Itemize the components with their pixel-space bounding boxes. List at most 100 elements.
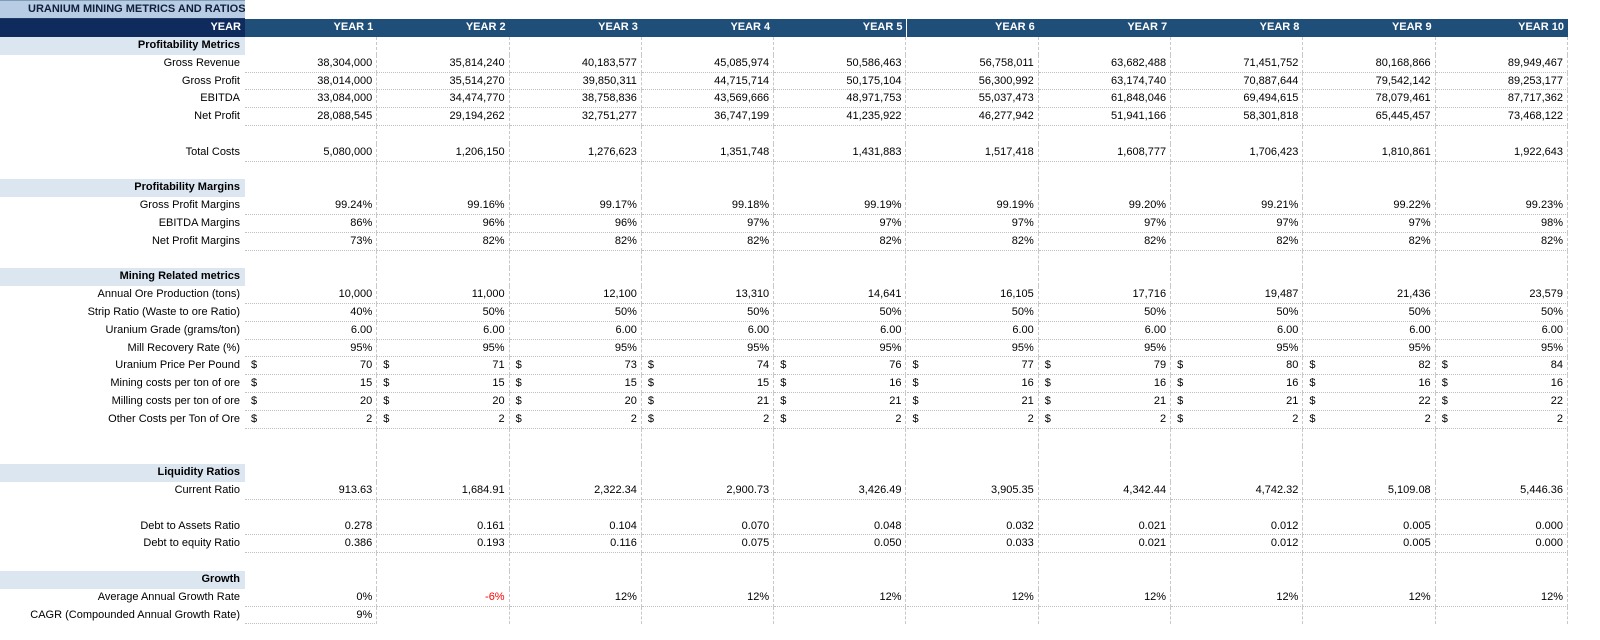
cell-value: 96%: [614, 217, 637, 229]
cell-value: 1,922,643: [1514, 145, 1563, 158]
cell-value: 6.00: [615, 323, 637, 336]
cell-value: 2: [1159, 412, 1167, 425]
cell: $21: [774, 393, 907, 411]
cell: 38,758,836: [509, 90, 642, 109]
cell: 12%: [641, 588, 775, 607]
empty-cell: [1303, 464, 1436, 482]
column-header: YEAR 4: [641, 19, 775, 37]
empty-cell: [1436, 268, 1568, 287]
cell-value: 2: [630, 412, 637, 425]
cell: $2: [1038, 410, 1172, 429]
cell: 95%: [641, 339, 775, 358]
cell-value: 48,971,753: [846, 92, 902, 105]
cell: 0.070: [641, 517, 775, 536]
empty-cell: [510, 571, 642, 589]
cell: 12%: [906, 588, 1039, 607]
cell-value: 77: [1021, 359, 1034, 372]
empty-cell: [774, 553, 907, 571]
cell: 95%: [906, 339, 1039, 358]
cell: $2: [641, 410, 775, 429]
row-label: Debt to Assets Ratio: [140, 519, 240, 532]
section-header: Profitability Metrics: [0, 37, 245, 55]
cell: $20: [245, 393, 378, 411]
cell: $20: [509, 393, 642, 411]
cell: 12%: [774, 588, 907, 607]
row-label: Mining costs per ton of ore: [110, 377, 240, 390]
empty-cell: [1039, 446, 1172, 465]
empty-cell: [1171, 37, 1304, 55]
cell: 99.24%: [245, 197, 378, 215]
empty-cell: [1171, 446, 1304, 465]
cell: 82%: [509, 232, 642, 251]
cell: $15: [245, 375, 378, 393]
cell-value: 95%: [1144, 341, 1167, 354]
cell-value: 16: [1021, 377, 1034, 390]
cell-value: 16,105: [1000, 288, 1034, 301]
currency-symbol: $: [515, 412, 522, 425]
cell-value: 2: [1027, 412, 1034, 425]
cell-value: 95%: [1011, 341, 1034, 354]
cell: 95%: [377, 339, 510, 358]
cell-value: 16: [1153, 377, 1167, 390]
cell-value: 12%: [1276, 590, 1299, 603]
empty-cell: [1039, 606, 1172, 625]
empty-cell: [1171, 606, 1304, 625]
currency-symbol: $: [1309, 412, 1316, 425]
cell: 82%: [906, 232, 1039, 251]
empty-cell: [245, 464, 378, 482]
empty-cell: [1039, 553, 1172, 571]
empty-cell: [510, 161, 642, 180]
cell-value: 21: [756, 395, 770, 407]
empty-cell: [907, 606, 1039, 625]
currency-symbol: $: [912, 377, 919, 390]
empty-cell: [1171, 553, 1304, 571]
empty-cell: [1436, 446, 1568, 465]
cell: 23,579: [1435, 286, 1568, 304]
cell-value: 16: [1286, 377, 1299, 390]
empty-cell: [642, 464, 775, 482]
cell-value: 63,174,740: [1111, 74, 1167, 87]
currency-symbol: $: [647, 377, 655, 390]
cell: 6.00: [245, 321, 378, 340]
cell: 50,586,463: [774, 54, 907, 73]
cell-value: 46,277,942: [978, 110, 1034, 123]
row-label: EBITDA Margins: [158, 217, 240, 229]
cell-value: 2: [498, 412, 505, 425]
cell: 5,109.08: [1303, 482, 1436, 500]
empty-cell: [1436, 250, 1568, 269]
cell: 55,037,473: [906, 90, 1039, 109]
cell-value: 19,487: [1264, 288, 1299, 301]
cell-value: 15: [624, 377, 637, 390]
cell-value: 5,446.36: [1520, 484, 1563, 496]
cell-value: 82%: [879, 234, 902, 247]
cell: $15: [377, 375, 510, 393]
cell-value: 0.032: [1006, 519, 1034, 532]
cell: 95%: [1435, 339, 1568, 358]
cell-value: 32,751,277: [581, 110, 637, 123]
currency-symbol: $: [515, 377, 522, 390]
cell-value: 16: [1550, 377, 1563, 390]
cell: 0.021: [1038, 535, 1172, 554]
cell-value: 50%: [1276, 306, 1299, 318]
cell: 1,431,883: [774, 143, 907, 162]
empty-cell: [1039, 464, 1172, 482]
cell-value: 82%: [1144, 234, 1167, 247]
cell: $16: [906, 375, 1039, 393]
cell-value: 2: [763, 412, 770, 425]
cell: 6.00: [1038, 321, 1172, 340]
cell: 1,517,418: [906, 143, 1039, 162]
cell: $21: [906, 393, 1039, 411]
cell: 58,301,818: [1171, 108, 1304, 126]
cell: 38,304,000: [245, 54, 378, 73]
currency-symbol: $: [251, 395, 258, 407]
empty-cell: [1303, 428, 1436, 447]
empty-cell: [1039, 161, 1172, 180]
cell-value: 5,109.08: [1387, 484, 1431, 496]
cell: 99.19%: [906, 197, 1039, 215]
cell-value: 11,000: [471, 288, 505, 301]
header-label: YEAR: [0, 19, 245, 37]
cell-value: 12%: [747, 590, 770, 603]
empty-cell: [245, 161, 378, 180]
empty-cell: [1303, 499, 1436, 518]
currency-symbol: $: [780, 359, 787, 372]
